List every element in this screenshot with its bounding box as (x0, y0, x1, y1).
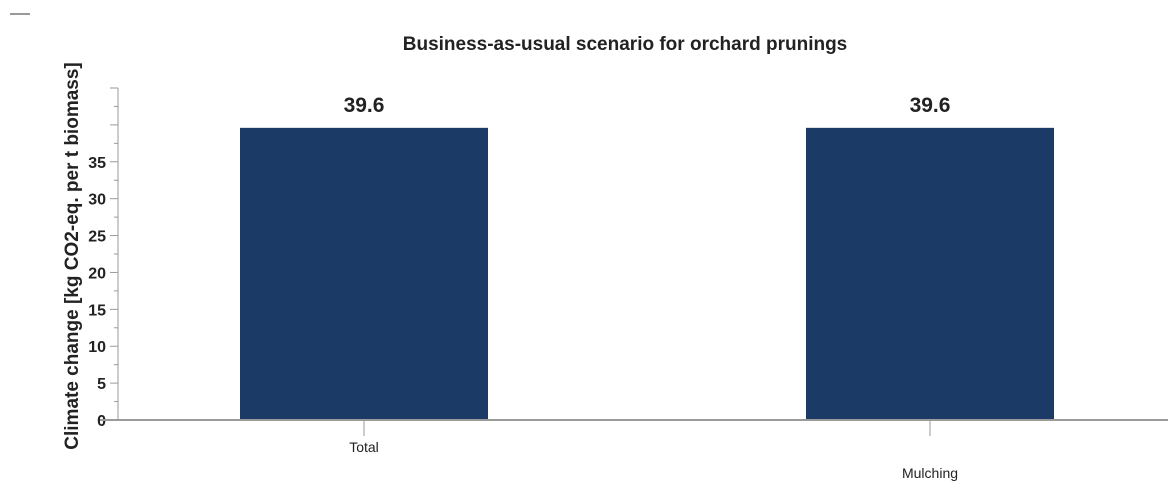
x-axis-ticks: Total Mulching (349, 420, 958, 481)
y-tick-label: 15 (88, 302, 106, 319)
data-label-total: 39.6 (344, 94, 385, 117)
y-tick-label: 30 (88, 192, 106, 209)
y-tick-label: 25 (88, 229, 106, 246)
bar-total (240, 127, 488, 420)
y-tick-label: 20 (88, 265, 106, 282)
y-tick-label: 35 (88, 155, 106, 172)
x-tick-label-mulching: Mulching (902, 465, 958, 481)
bars: 39.6 39.6 (240, 94, 1054, 420)
y-axis-ticks: 0 5 10 15 20 25 30 35 (88, 87, 118, 430)
x-tick-label-total: Total (349, 439, 379, 455)
y-tick-label: 0 (97, 413, 106, 430)
y-axis-label: Climate change [kg CO2-eq. per t biomass… (62, 62, 83, 449)
y-tick-label: 10 (88, 339, 106, 356)
y-tick-label: 5 (97, 376, 106, 393)
bar-mulching (806, 127, 1054, 420)
data-label-mulching: 39.6 (910, 94, 951, 117)
chart-title: Business-as-usual scenario for orchard p… (403, 34, 848, 55)
